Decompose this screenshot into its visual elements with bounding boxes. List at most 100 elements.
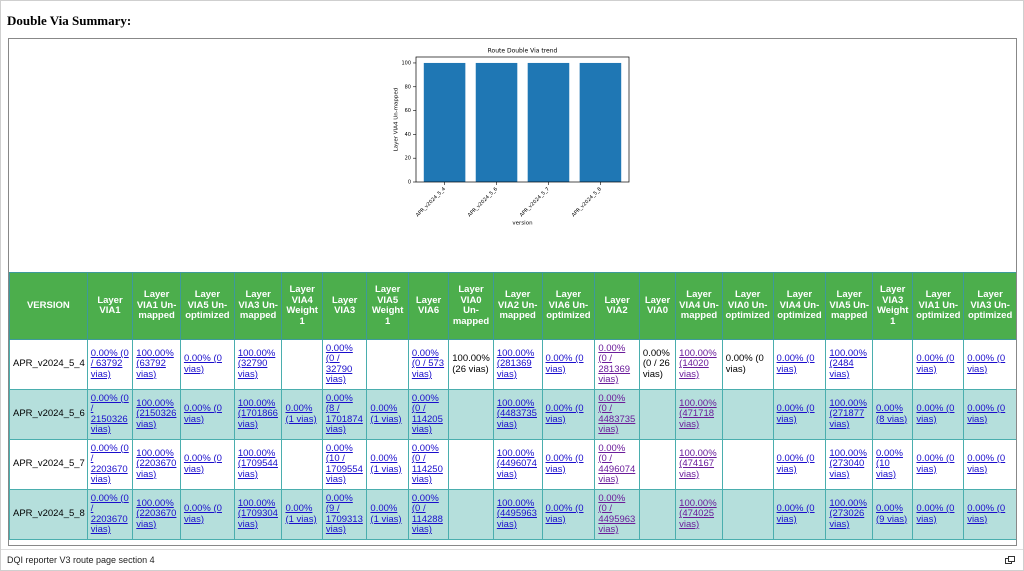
value-cell: 100.00% (32790 vias): [233, 339, 283, 390]
cell-link[interactable]: 0.00% (8 / 1701874 vias): [325, 392, 363, 435]
cell-link[interactable]: 0.00% (0 vias): [916, 403, 955, 425]
cell-link[interactable]: 0.00% (0 / 32790 vias): [325, 342, 353, 385]
axes-frame: [415, 56, 630, 183]
cell-link[interactable]: 100.00% (2150326 vias): [136, 397, 177, 430]
value-cell: 0.00% (0 vias): [963, 389, 1016, 440]
x-tick-label: APR_v2024_5_6: [467, 186, 499, 218]
x-tick-label: APR_v2024_5_8: [571, 186, 603, 218]
column-header: Layer VIA5 Weight 1: [366, 272, 409, 340]
value-cell: 100.00% (2203670 vias): [132, 489, 181, 540]
cell-link[interactable]: 0.00% (1 vias): [285, 403, 317, 425]
cell-link[interactable]: 0.00% (0 / 63792 vias): [90, 347, 129, 380]
cell-link[interactable]: 100.00% (4496074 vias): [496, 447, 537, 480]
value-cell: 100.00% (474025 vias): [675, 489, 723, 540]
version-cell: APR_v2024_5_8: [9, 489, 88, 540]
cell-link[interactable]: 0.00% (0 vias): [183, 503, 222, 525]
cell-link[interactable]: 0.00% (0 vias): [776, 353, 815, 375]
value-cell: 0.00% (0 vias): [541, 389, 596, 440]
cell-link[interactable]: 0.00% (0 / 114250 vias): [411, 442, 443, 485]
section-title: Double Via Summary:: [7, 13, 132, 28]
cell-link[interactable]: 0.00% (0 vias): [967, 403, 1006, 425]
cell-link[interactable]: 0.00% (0 vias): [776, 453, 815, 475]
cell-link[interactable]: 0.00% (0 vias): [545, 353, 584, 375]
cell-link[interactable]: 0.00% (0 vias): [545, 453, 584, 475]
cell-link[interactable]: 100.00% (273040 vias): [829, 447, 867, 480]
x-tick-label: APR_v2024_5_7: [519, 186, 551, 218]
cell-link[interactable]: 100.00% (32790 vias): [237, 347, 276, 380]
value-cell: 0.00% (1 vias): [281, 489, 323, 540]
cell-link[interactable]: 0.00% (0 / 4495963 vias): [598, 492, 636, 535]
cell-link[interactable]: 100.00% (474167 vias): [679, 447, 717, 480]
empty-cell: [448, 389, 494, 440]
cell-link[interactable]: 100.00% (2203670 vias): [136, 447, 177, 480]
cell-link[interactable]: 0.00% (0 vias): [967, 503, 1006, 525]
cell-link[interactable]: 0.00% (9 / 1709313 vias): [325, 492, 363, 535]
column-header: Layer VIA3 Weight 1: [872, 272, 914, 340]
cell-link[interactable]: 100.00% (1701866 vias): [237, 397, 278, 430]
value-cell: 0.00% (0 vias): [912, 439, 965, 490]
cell-link[interactable]: 100.00% (273026 vias): [829, 497, 867, 530]
column-header: Layer VIA0 Un-mapped: [448, 272, 494, 340]
cell-link[interactable]: 100.00% (471718 vias): [679, 397, 717, 430]
cell-link[interactable]: 0.00% (0 vias): [967, 353, 1006, 375]
column-header: Layer VIA0 Un-optimized: [721, 272, 774, 340]
cell-link[interactable]: 0.00% (10 vias): [876, 447, 903, 480]
version-cell: APR_v2024_5_4: [9, 339, 88, 390]
value-cell: 0.00% (0 / 4495963 vias): [594, 489, 640, 540]
cell-link[interactable]: 100.00% (281369 vias): [496, 347, 535, 380]
column-header: Layer VIA1: [86, 272, 134, 340]
cell-link[interactable]: 100.00% (63792 vias): [136, 347, 174, 380]
value-cell: 0.00% (1 vias): [366, 439, 409, 490]
table-row: APR_v2024_5_6 0.00% (0 / 2150326 vias) 100…: [9, 389, 1016, 440]
value-cell: 0.00% (10 / 1709554 vias): [321, 439, 368, 490]
cell-link[interactable]: 0.00% (0 / 2203670 vias): [90, 492, 129, 535]
cell-link[interactable]: 0.00% (9 vias): [876, 503, 908, 525]
cell-link[interactable]: 100.00% (2203670 vias): [136, 497, 177, 530]
cell-link[interactable]: 0.00% (8 vias): [876, 403, 908, 425]
value-cell: 100.00% (1709304 vias): [233, 489, 283, 540]
cell-link[interactable]: 100.00% (1709304 vias): [237, 497, 278, 530]
cell-link[interactable]: 0.00% (0 vias): [916, 353, 955, 375]
cell-link[interactable]: 0.00% (1 vias): [370, 453, 402, 475]
cell-link[interactable]: 0.00% (0 vias): [545, 403, 584, 425]
cell-link[interactable]: 0.00% (0 / 281369 vias): [598, 342, 631, 385]
cell-link[interactable]: 0.00% (0 vias): [545, 503, 584, 525]
cell-link[interactable]: 100.00% (474025 vias): [679, 497, 717, 530]
cell-link[interactable]: 0.00% (0 / 2203670 vias): [90, 442, 129, 485]
cell-link[interactable]: 0.00% (0 / 2150326 vias): [90, 392, 129, 435]
column-header: Layer VIA4 Weight 1: [281, 272, 323, 340]
empty-cell: [448, 489, 494, 540]
cell-link[interactable]: 0.00% (0 vias): [967, 453, 1006, 475]
cell-link[interactable]: 0.00% (10 / 1709554 vias): [325, 442, 363, 485]
cell-link[interactable]: 0.00% (1 vias): [370, 403, 402, 425]
cell-link[interactable]: 0.00% (0 vias): [916, 503, 955, 525]
cell-link[interactable]: 0.00% (0 vias): [183, 403, 222, 425]
value-cell: 0.00% (0 / 4496074 vias): [594, 439, 640, 490]
cell-link[interactable]: 0.00% (0 / 114288 vias): [411, 492, 443, 535]
value-cell: 100.00% (281369 vias): [492, 339, 543, 390]
cell-link[interactable]: 0.00% (1 vias): [370, 503, 402, 525]
cell-link[interactable]: 100.00% (271877 vias): [829, 397, 867, 430]
cell-link[interactable]: 0.00% (0 / 4496074 vias): [598, 442, 636, 485]
cell-link[interactable]: 0.00% (0 vias): [776, 403, 815, 425]
cell-link[interactable]: 100.00% (14020 vias): [679, 347, 717, 380]
cell-link[interactable]: 100.00% (4495963 vias): [496, 497, 537, 530]
cell-link[interactable]: 100.00% (1709544 vias): [237, 447, 278, 480]
cell-link[interactable]: 0.00% (0 / 573 vias): [411, 347, 445, 380]
cell-link[interactable]: 100.00% (2484 vias): [829, 347, 867, 380]
cell-link[interactable]: 0.00% (1 vias): [285, 503, 317, 525]
cell-link[interactable]: 0.00% (0 vias): [776, 503, 815, 525]
cell-link[interactable]: 100.00% (4483735 vias): [496, 397, 537, 430]
column-header: Layer VIA0: [638, 272, 677, 340]
cell-link[interactable]: 0.00% (0 / 4483735 vias): [598, 392, 636, 435]
cell-link[interactable]: 0.00% (0 vias): [183, 453, 222, 475]
cell-link[interactable]: 0.00% (0 vias): [183, 353, 222, 375]
cell-link[interactable]: 0.00% (0 / 114205 vias): [411, 392, 443, 435]
header-row: VERSION Layer VIA1 Layer VIA1 Un-mapped Lay…: [9, 272, 1016, 340]
report-box: Route Double Via trend 0 20 40 60 80 100 APR_v2…: [8, 38, 1017, 546]
value-cell: 100.00% (2150326 vias): [132, 389, 181, 440]
value-cell: 100.00% (1701866 vias): [233, 389, 283, 440]
cell-link[interactable]: 0.00% (0 vias): [916, 453, 955, 475]
popout-icon[interactable]: [1005, 556, 1015, 565]
